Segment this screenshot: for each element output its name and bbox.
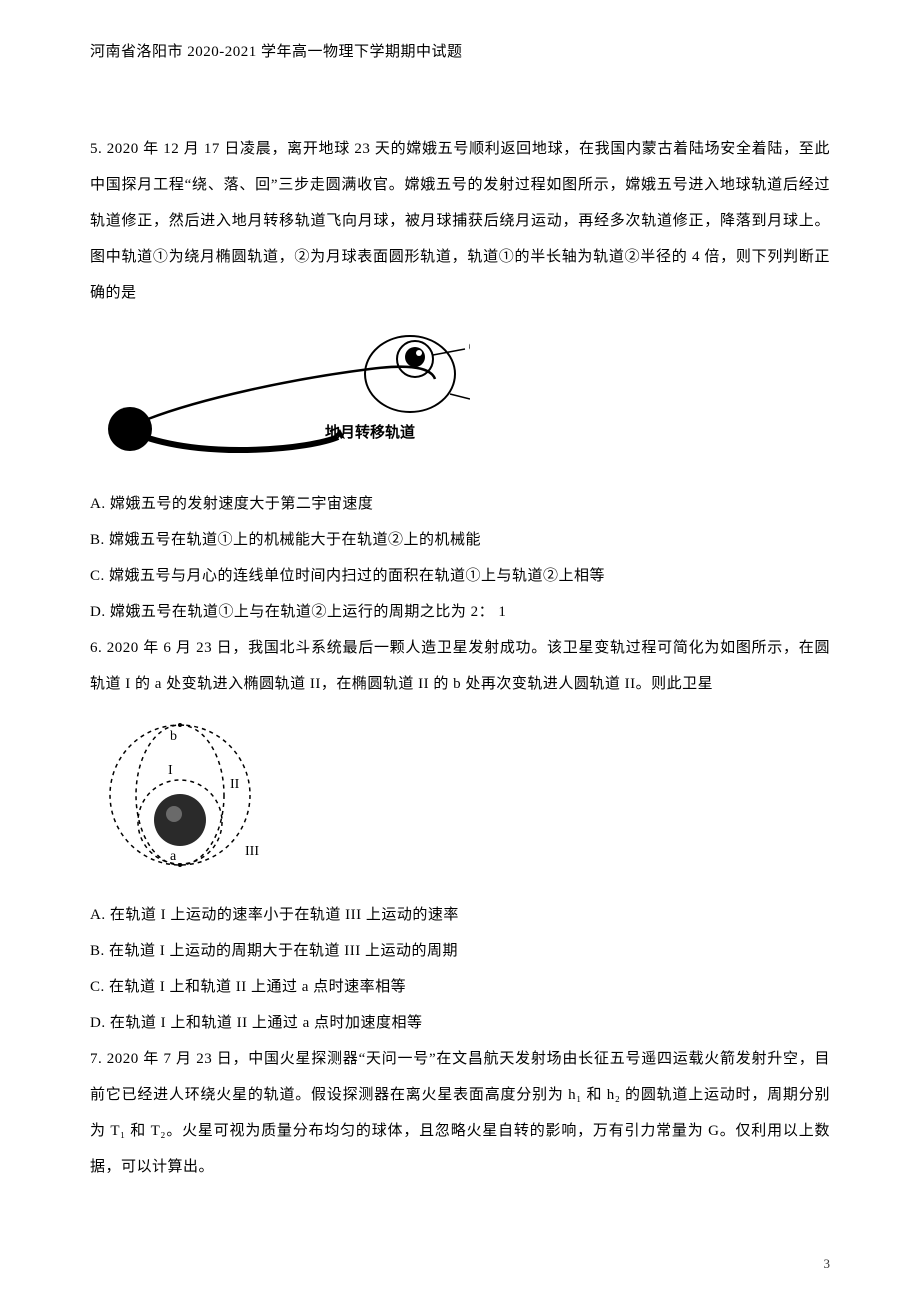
orbit-1 (365, 336, 455, 412)
q6-opt-a: A. 在轨道 I 上运动的速率小于在轨道 III 上运动的速率 (90, 897, 830, 933)
transfer-thick (145, 437, 338, 450)
q5-text: 5. 2020 年 12 月 17 日凌晨，离开地球 23 天的嫦娥五号顺利返回… (90, 131, 830, 311)
label-b: b (170, 729, 177, 744)
label-i: I (168, 763, 173, 778)
leader-1 (450, 394, 470, 399)
q6-opt-b: B. 在轨道 I 上运动的周期大于在轨道 III 上运动的周期 (90, 933, 830, 969)
q6-text: 6. 2020 年 6 月 23 日，我国北斗系统最后一颗人造卫星发射成功。该卫… (90, 630, 830, 702)
q7-text: 7. 2020 年 7 月 23 日，中国火星探测器“天问一号”在文昌航天发射场… (90, 1041, 830, 1185)
point-a (178, 863, 182, 867)
label-iii: III (245, 844, 259, 859)
q5-opt-c: C. 嫦娥五号与月心的连线单位时间内扫过的面积在轨道①上与轨道②上相等 (90, 558, 830, 594)
q6-opt-d: D. 在轨道 I 上和轨道 II 上通过 a 点时加速度相等 (90, 1005, 830, 1041)
q6-opt-c: C. 在轨道 I 上和轨道 II 上通过 a 点时速率相等 (90, 969, 830, 1005)
q5-opt-a: A. 嫦娥五号的发射速度大于第二宇宙速度 (90, 486, 830, 522)
moon-highlight (416, 350, 422, 356)
q6-figure: b a I II III (90, 710, 830, 885)
planet-texture (166, 806, 182, 822)
q5-figure: ② ① 地月转移轨道 (90, 319, 830, 474)
transfer-label: 地月转移轨道 (325, 423, 415, 441)
q5-opt-b: B. 嫦娥五号在轨道①上的机械能大于在轨道②上的机械能 (90, 522, 830, 558)
exam-header: 河南省洛阳市 2020-2021 学年高一物理下学期期中试题 (90, 40, 830, 61)
planet-icon (154, 794, 206, 846)
earth-icon (108, 407, 152, 451)
label-a: a (170, 849, 177, 864)
moon-icon (405, 347, 425, 367)
label-2: ② (468, 340, 470, 356)
transfer-path (148, 367, 435, 419)
label-ii: II (230, 777, 240, 792)
point-b (178, 723, 182, 727)
q5-opt-d: D. 嫦娥五号在轨道①上与在轨道②上运行的周期之比为 2： 1 (90, 594, 830, 630)
page-number: 3 (824, 1256, 831, 1272)
page: 河南省洛阳市 2020-2021 学年高一物理下学期期中试题 5. 2020 年… (0, 0, 920, 1302)
